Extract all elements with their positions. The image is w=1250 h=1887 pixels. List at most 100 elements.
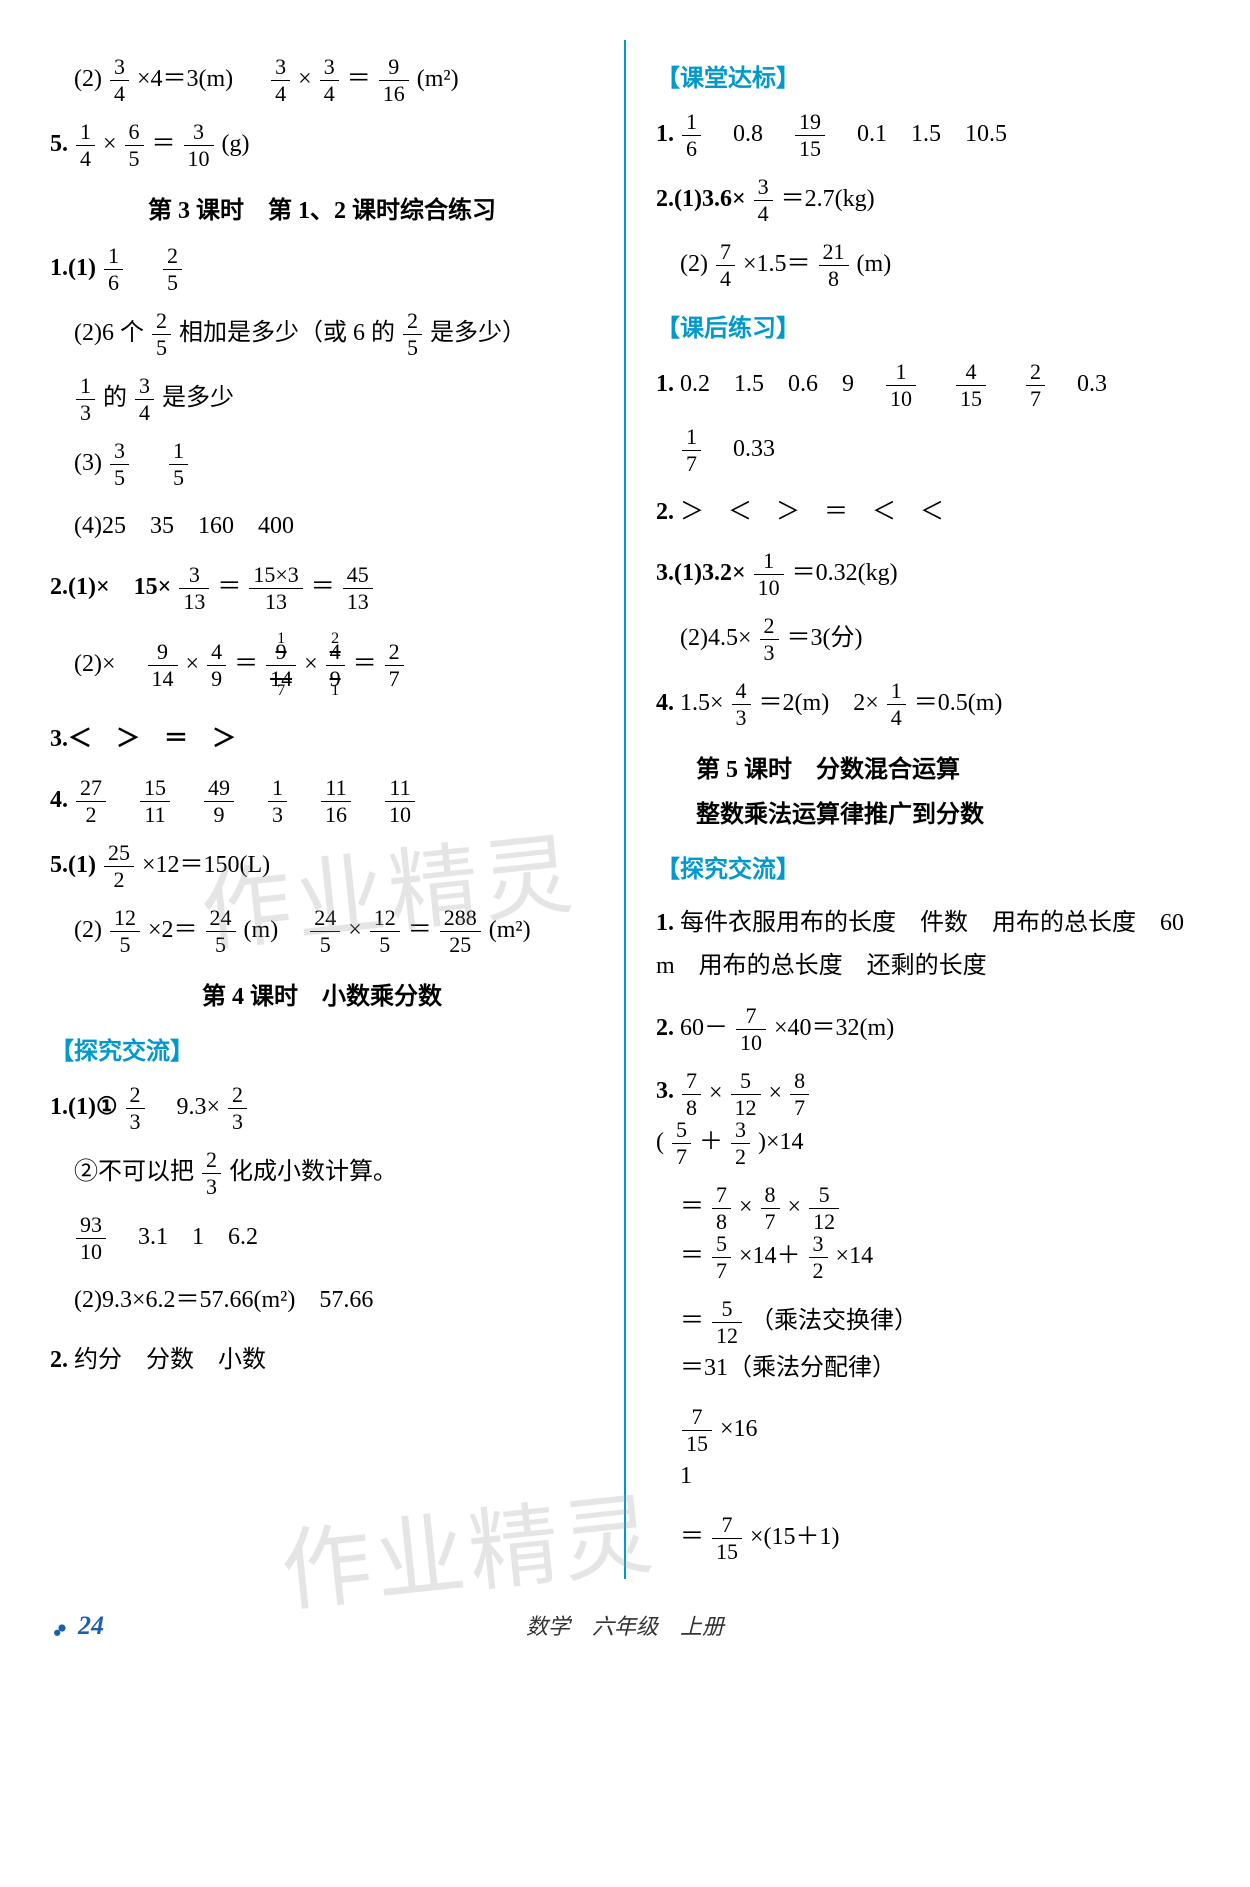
q4-f4: 13 bbox=[268, 777, 287, 826]
c2-pre: 60－ bbox=[680, 1015, 728, 1041]
r5-text: 约分 分数 小数 bbox=[74, 1347, 266, 1373]
a1-f1: 16 bbox=[682, 111, 701, 160]
c3-right4: 1 bbox=[680, 1455, 940, 1498]
b4-label: 4. bbox=[656, 690, 674, 716]
left-column: (2) 34 ×4＝3(m) 34 × 34 ＝ 916 (m²) 5. 14 … bbox=[30, 40, 614, 1579]
left-p4: (4)25 35 160 400 bbox=[50, 505, 594, 548]
l1-frac3: 34 bbox=[320, 56, 339, 105]
l2-m: × bbox=[103, 131, 117, 157]
right-hdr-kh: 【课后练习】 bbox=[656, 308, 1200, 343]
page-footer: 数学 六年级 上册 bbox=[0, 1599, 1250, 1671]
c1-text: 每件衣服用布的长度 件数 用布的总长度 60 m 用布的总长度 还剩的长度 bbox=[656, 910, 1184, 979]
c2-f1: 710 bbox=[736, 1005, 766, 1054]
a2b-pre: (2) bbox=[680, 251, 708, 277]
l1-eq2: ＝ bbox=[347, 66, 371, 92]
p1-sp bbox=[131, 255, 155, 281]
r1-pre: 1.(1)① bbox=[50, 1094, 118, 1120]
b2-label: 2. bbox=[656, 499, 674, 525]
l1-frac1: 34 bbox=[110, 56, 129, 105]
l1-prefix: (2) bbox=[74, 66, 102, 92]
b3-end: ＝0.32(kg) bbox=[792, 560, 898, 586]
r3-rest: 3.1 1 6.2 bbox=[114, 1224, 258, 1250]
q2b-eq2: ＝ bbox=[353, 651, 377, 677]
left-r1: 1.(1)① 23 9.3× 23 bbox=[50, 1084, 594, 1133]
right-b3: 3.(1)3.2× 110 ＝0.32(kg) bbox=[656, 550, 1200, 599]
l1-unit2: (m²) bbox=[417, 66, 459, 92]
left-q3: 3.＜ ＞ ＝ ＞ bbox=[50, 718, 594, 761]
right-a2b: (2) 74 ×1.5＝ 218 (m) bbox=[656, 241, 1200, 290]
a2b-f2: 218 bbox=[819, 241, 849, 290]
l2-f2: 65 bbox=[125, 121, 144, 170]
b3-f1: 110 bbox=[754, 550, 784, 599]
l2-eq: ＝ bbox=[152, 131, 176, 157]
p3-f2: 15 bbox=[169, 440, 188, 489]
l1-frac4: 916 bbox=[379, 56, 409, 105]
q2b-s2: 2 49 1 bbox=[324, 641, 347, 690]
l2-label: 5. bbox=[50, 131, 68, 157]
a2b-end: (m) bbox=[857, 251, 892, 277]
q2-label: 2.(1)× 15× bbox=[50, 574, 171, 600]
c1-label: 1. bbox=[656, 910, 674, 936]
a1-mid: 0.8 bbox=[709, 121, 787, 147]
right-b2: 2. ＞ ＜ ＞ ＝ ＜ ＜ bbox=[656, 491, 1200, 534]
column-divider bbox=[624, 40, 626, 1579]
b4-f1: 43 bbox=[732, 680, 751, 729]
a2-f1: 34 bbox=[754, 176, 773, 225]
r1-f1: 23 bbox=[126, 1084, 145, 1133]
p2b-mid: 的 bbox=[103, 385, 127, 411]
section3-title: 第 3 课时 第 1、2 课时综合练习 bbox=[50, 190, 594, 225]
b1-label: 1. bbox=[656, 371, 674, 397]
p2b-end: 是多少 bbox=[162, 385, 234, 411]
q2-f1: 313 bbox=[179, 564, 209, 613]
right-b1: 1. 0.2 1.5 0.6 9 110 415 27 0.3 bbox=[656, 361, 1200, 410]
r1-mid: 9.3× bbox=[153, 1094, 221, 1120]
page-number: 24 bbox=[50, 1611, 104, 1641]
right-c3-row3: ＝ 512 （乘法交换律） ＝31（乘法分配律） bbox=[656, 1298, 1200, 1390]
right-hdr-kt: 【课堂达标】 bbox=[656, 58, 1200, 93]
c3-right2: ＝ 57 ×14＋ 32 ×14 bbox=[680, 1233, 940, 1282]
p2b-f1: 13 bbox=[76, 375, 95, 424]
right-c1: 1. 每件衣服用布的长度 件数 用布的总长度 60 m 用布的总长度 还剩的长度 bbox=[656, 902, 1200, 988]
l1-eq1: ×4＝3(m) bbox=[137, 66, 233, 92]
p2-end: 是多少） bbox=[430, 320, 526, 346]
right-c3-row2: ＝ 78 × 87 × 512 ＝ 57 ×14＋ 32 ×14 bbox=[656, 1184, 1200, 1282]
q5b-f4: 125 bbox=[370, 907, 400, 956]
left-p3: (3) 35 15 bbox=[50, 440, 594, 489]
p2-f2: 25 bbox=[403, 310, 422, 359]
q2b-m: × bbox=[186, 651, 200, 677]
b1-f2: 415 bbox=[956, 361, 986, 410]
b3b-end: ＝3(分) bbox=[787, 625, 863, 651]
q2b-f1: 914 bbox=[148, 641, 178, 690]
q5b-eq: ＝ bbox=[408, 917, 432, 943]
q2b-s1: 1 914 7 bbox=[264, 641, 298, 690]
left-r3: 9310 3.1 1 6.2 bbox=[50, 1214, 594, 1263]
c3-left1: 78 × 512 × 87 bbox=[680, 1070, 940, 1119]
q4-f5: 1116 bbox=[321, 777, 351, 826]
q2-f2: 15×313 bbox=[249, 564, 302, 613]
q5b-f2: 245 bbox=[206, 907, 236, 956]
right-hdr-tj: 【探究交流】 bbox=[656, 849, 1200, 884]
left-p2b: 13 的 34 是多少 bbox=[50, 375, 594, 424]
c3-left3: ＝ 512 （乘法交换律） bbox=[680, 1298, 940, 1347]
q2-eq: ＝ bbox=[217, 574, 241, 600]
p1-f1: 16 bbox=[104, 245, 123, 294]
b4-end: ＝0.5(m) bbox=[914, 690, 1003, 716]
q5b-f5: 28825 bbox=[440, 907, 481, 956]
q4-f6: 1110 bbox=[385, 777, 415, 826]
p1-label: 1.(1) bbox=[50, 255, 96, 281]
right-b4: 4. 1.5× 43 ＝2(m) 2× 14 ＝0.5(m) bbox=[656, 680, 1200, 729]
section5-title1: 第 5 课时 分数混合运算 bbox=[656, 749, 1200, 784]
right-b3b: (2)4.5× 23 ＝3(分) bbox=[656, 615, 1200, 664]
b4-f2: 14 bbox=[887, 680, 906, 729]
left-hdr-tj: 【探究交流】 bbox=[50, 1031, 594, 1066]
p2-mid: 相加是多少（或 6 的 bbox=[179, 320, 395, 346]
l2-u: (g) bbox=[222, 131, 250, 157]
q5b-f3: 245 bbox=[310, 907, 340, 956]
left-r4: (2)9.3×6.2＝57.66(m²) 57.66 bbox=[50, 1279, 594, 1322]
q4-label: 4. bbox=[50, 787, 68, 813]
section4-title: 第 4 课时 小数乘分数 bbox=[50, 976, 594, 1011]
q2-f3: 4513 bbox=[343, 564, 373, 613]
q5b-m1: ×2＝ bbox=[148, 917, 198, 943]
left-r5: 2. 约分 分数 小数 bbox=[50, 1339, 594, 1382]
b1-sp3 bbox=[994, 371, 1018, 397]
